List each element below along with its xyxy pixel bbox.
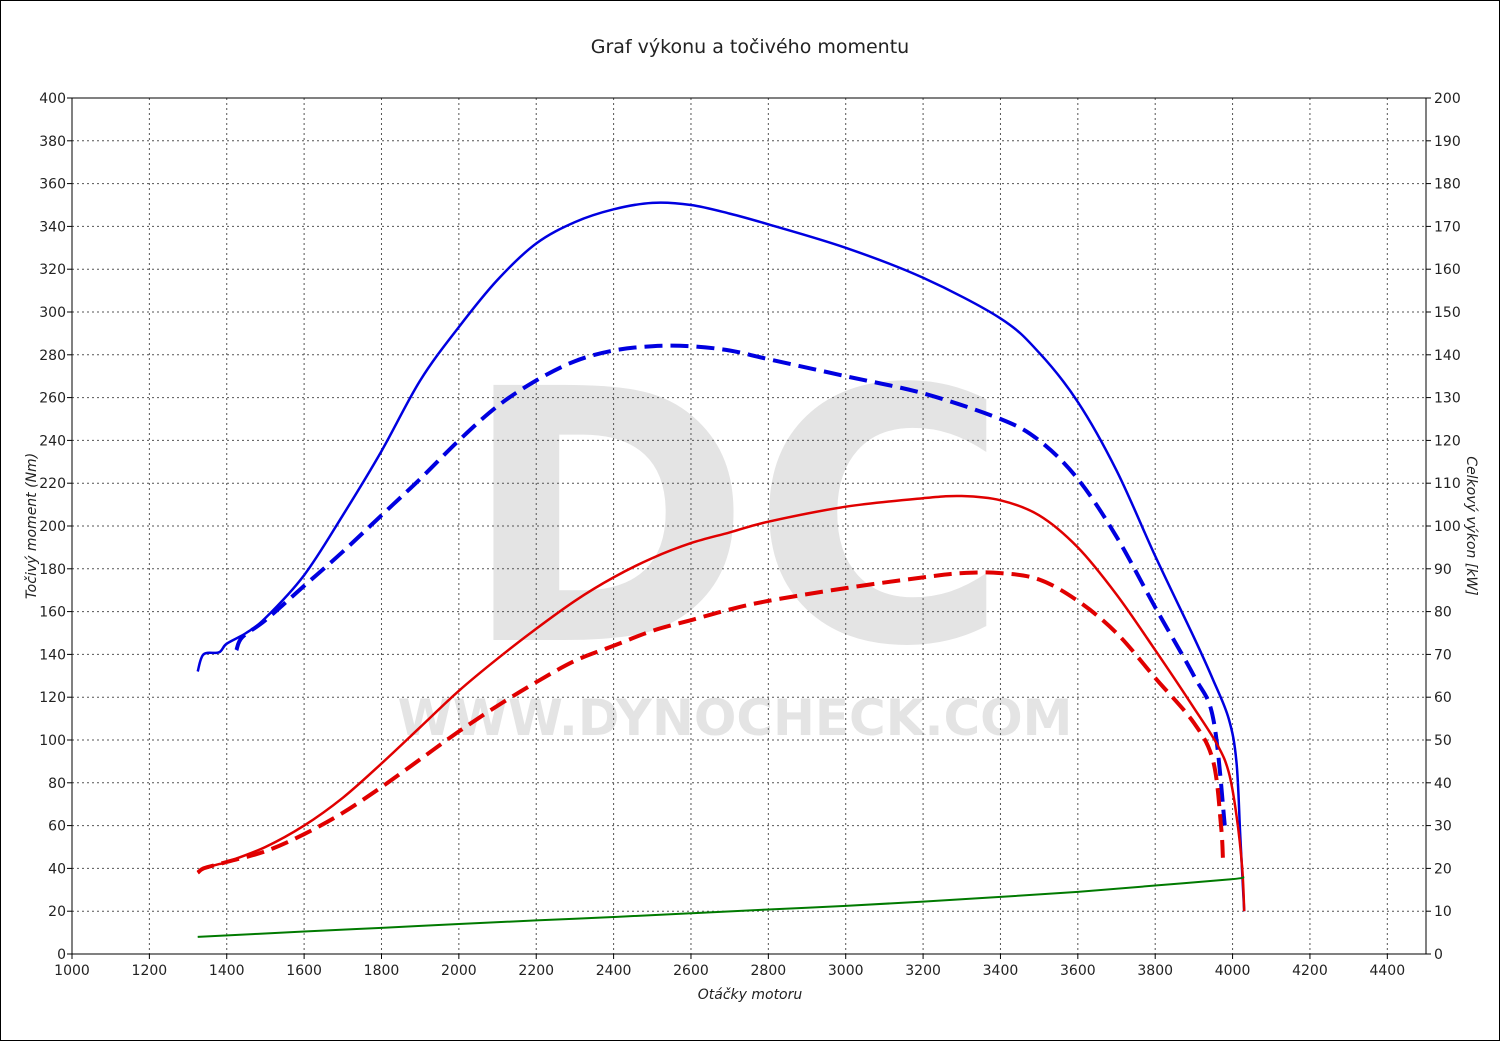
y-right-tick-label: 40 xyxy=(1434,776,1452,792)
chart-title: Graf výkonu a točivého momentu xyxy=(591,36,909,58)
x-tick-label: 3000 xyxy=(828,963,864,979)
x-axis-label: Otáčky motoru xyxy=(698,987,803,1003)
y-left-tick-label: 20 xyxy=(48,904,66,920)
y-left-tick-label: 180 xyxy=(39,562,66,578)
x-tick-label: 4000 xyxy=(1215,963,1251,979)
y-right-tick-label: 20 xyxy=(1434,861,1452,877)
y-right-tick-label: 110 xyxy=(1434,476,1461,492)
axis-ticks: 1000 1200 1400 1600 1800 2000 2200 2400 2600 2800… xyxy=(39,91,1460,979)
x-tick-label: 1600 xyxy=(286,963,322,979)
y-right-tick-label: 120 xyxy=(1434,433,1461,449)
x-tick-label: 3800 xyxy=(1137,963,1173,979)
x-tick-label: 1800 xyxy=(364,963,400,979)
y-right-tick-label: 30 xyxy=(1434,819,1452,835)
y-right-tick-label: 0 xyxy=(1434,947,1443,963)
x-tick-label: 3200 xyxy=(905,963,941,979)
y-left-tick-label: 0 xyxy=(57,947,66,963)
y-left-tick-label: 400 xyxy=(39,91,66,107)
x-tick-label: 4200 xyxy=(1292,963,1328,979)
y-right-tick-label: 170 xyxy=(1434,219,1461,235)
y-right-tick-label: 150 xyxy=(1434,305,1461,321)
watermark-text: WWW.DYNOCHECK.COM xyxy=(398,689,1073,747)
x-tick-label: 1400 xyxy=(209,963,245,979)
series-line-4 xyxy=(197,876,1245,938)
y-left-tick-label: 300 xyxy=(39,305,66,321)
y-left-tick-label: 260 xyxy=(39,391,66,407)
x-tick-label: 2600 xyxy=(673,963,709,979)
plot-border xyxy=(71,97,1427,955)
y-left-tick-label: 240 xyxy=(39,433,66,449)
y-left-tick-label: 100 xyxy=(39,733,66,749)
y-left-tick-label: 220 xyxy=(39,476,66,492)
y-right-tick-label: 190 xyxy=(1434,134,1461,150)
y-right-tick-label: 130 xyxy=(1434,391,1461,407)
x-tick-label: 3600 xyxy=(1060,963,1096,979)
series-line-2 xyxy=(196,494,1246,912)
y-left-tick-label: 340 xyxy=(39,219,66,235)
x-tick-label: 4400 xyxy=(1369,963,1405,979)
y-right-tick-label: 160 xyxy=(1434,262,1461,278)
x-tick-label: 3400 xyxy=(983,963,1019,979)
y-left-tick-label: 60 xyxy=(48,819,66,835)
series-line-0 xyxy=(196,201,1246,912)
y-right-tick-label: 80 xyxy=(1434,605,1452,621)
watermark-logo: DC xyxy=(461,315,1008,723)
y-axis-right-label: Celkový výkon [kW] xyxy=(1463,456,1479,595)
y-right-tick-label: 140 xyxy=(1434,348,1461,364)
x-tick-label: 1200 xyxy=(132,963,168,979)
series-layer xyxy=(196,201,1246,938)
x-tick-label: 1000 xyxy=(54,963,90,979)
watermark: DC WWW.DYNOCHECK.COM xyxy=(398,315,1073,747)
y-left-tick-label: 320 xyxy=(39,262,66,278)
x-tick-label: 2000 xyxy=(441,963,477,979)
y-right-tick-label: 180 xyxy=(1434,177,1461,193)
y-right-tick-label: 90 xyxy=(1434,562,1452,578)
y-right-tick-label: 10 xyxy=(1434,904,1452,920)
x-tick-label: 2400 xyxy=(596,963,632,979)
y-right-tick-label: 100 xyxy=(1434,519,1461,535)
grid xyxy=(72,98,1426,954)
y-right-tick-label: 50 xyxy=(1434,733,1452,749)
y-right-tick-label: 200 xyxy=(1434,91,1461,107)
y-right-tick-label: 70 xyxy=(1434,647,1452,663)
series-line-1 xyxy=(234,343,1227,826)
x-tick-label: 2200 xyxy=(518,963,554,979)
y-left-tick-label: 80 xyxy=(48,776,66,792)
y-left-tick-label: 380 xyxy=(39,134,66,150)
y-left-tick-label: 120 xyxy=(39,690,66,706)
y-left-tick-label: 40 xyxy=(48,861,66,877)
series-line-3 xyxy=(196,570,1225,875)
y-axis-left-label: Točivý moment (Nm) xyxy=(24,453,40,599)
y-left-tick-label: 200 xyxy=(39,519,66,535)
y-left-tick-label: 280 xyxy=(39,348,66,364)
y-left-tick-label: 140 xyxy=(39,647,66,663)
x-tick-label: 2800 xyxy=(751,963,787,979)
y-left-tick-label: 160 xyxy=(39,605,66,621)
y-left-tick-label: 360 xyxy=(39,177,66,193)
y-right-tick-label: 60 xyxy=(1434,690,1452,706)
